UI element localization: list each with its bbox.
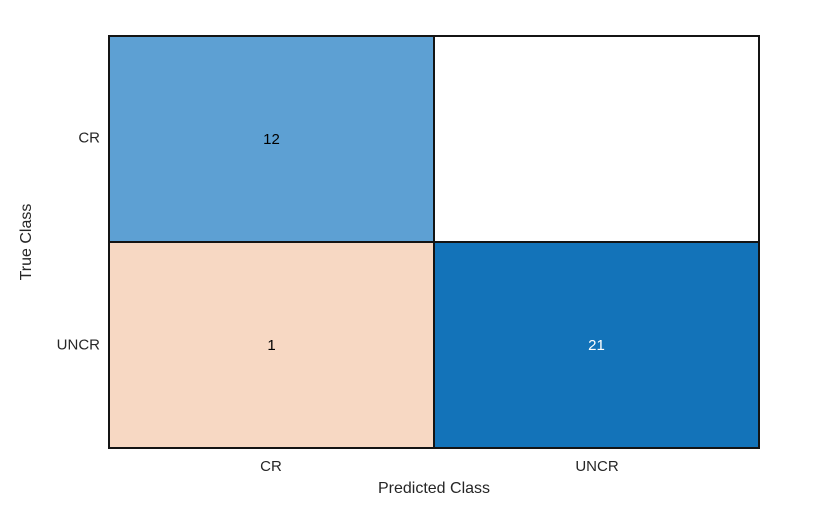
x-axis-label: Predicted Class <box>377 480 491 497</box>
cell-true-cr-pred-uncr <box>434 36 759 242</box>
cell-value: 1 <box>267 336 276 354</box>
cell-value: 12 <box>263 130 280 148</box>
confusion-matrix-grid: 12 1 21 <box>108 35 760 449</box>
y-tick-uncr: UNCR <box>56 336 100 354</box>
cell-value: 21 <box>588 336 605 354</box>
y-tick-cr: CR <box>78 129 100 147</box>
cell-true-uncr-pred-uncr: 21 <box>434 242 759 448</box>
x-tick-cr: CR <box>260 458 282 475</box>
x-tick-uncr: UNCR <box>575 458 619 475</box>
cell-true-cr-pred-cr: 12 <box>109 36 434 242</box>
cell-true-uncr-pred-cr: 1 <box>109 242 434 448</box>
y-axis-label: True Class <box>18 203 35 281</box>
